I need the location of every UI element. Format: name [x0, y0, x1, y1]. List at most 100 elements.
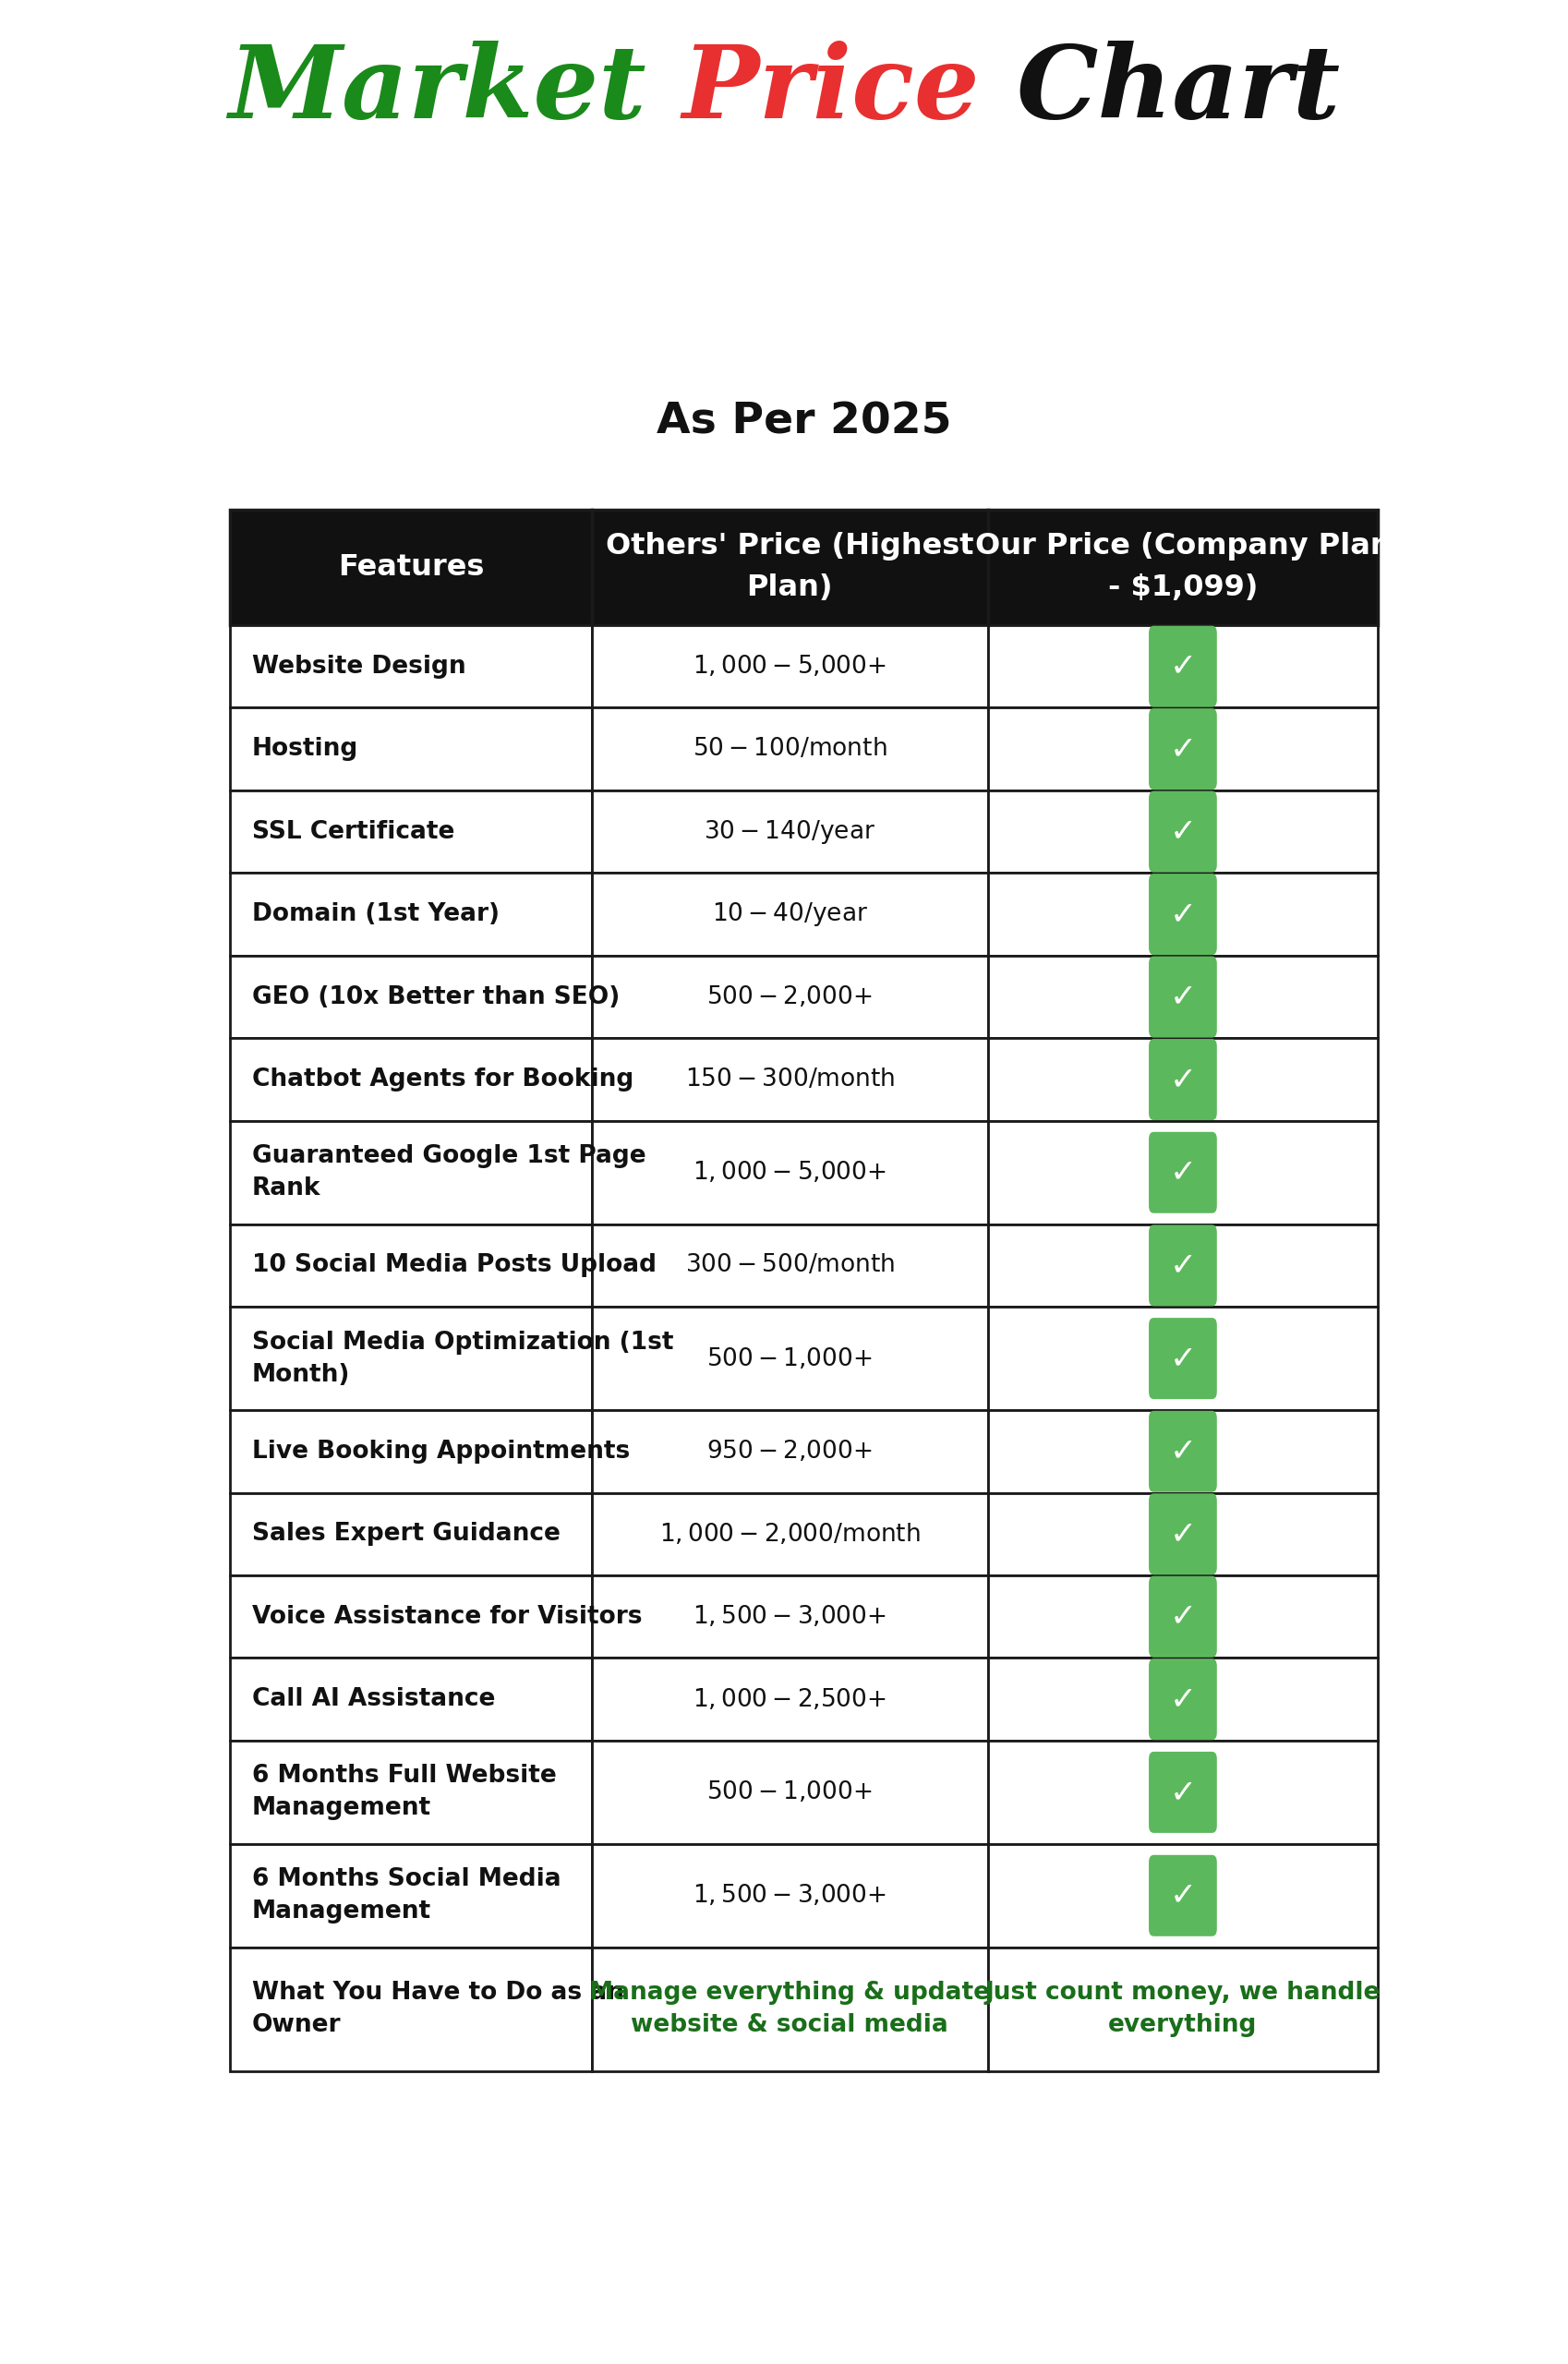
FancyBboxPatch shape [1148, 875, 1217, 955]
Text: ✓: ✓ [1168, 733, 1195, 764]
Text: $500 - $2,000+: $500 - $2,000+ [707, 983, 872, 1009]
FancyBboxPatch shape [230, 707, 591, 790]
Text: $1,500 - $3,000+: $1,500 - $3,000+ [693, 1884, 886, 1908]
Text: ✓: ✓ [1168, 1251, 1195, 1281]
FancyBboxPatch shape [1148, 1856, 1217, 1936]
Text: $950 - $2,000+: $950 - $2,000+ [707, 1440, 872, 1463]
Text: SSL Certificate: SSL Certificate [252, 820, 455, 844]
FancyBboxPatch shape [1148, 1660, 1217, 1740]
FancyBboxPatch shape [1148, 1752, 1217, 1832]
FancyBboxPatch shape [988, 1574, 1377, 1657]
Text: 10 Social Media Posts Upload: 10 Social Media Posts Upload [252, 1253, 655, 1277]
FancyBboxPatch shape [988, 955, 1377, 1038]
FancyBboxPatch shape [230, 624, 591, 707]
FancyBboxPatch shape [230, 1492, 591, 1574]
FancyBboxPatch shape [230, 1844, 591, 1948]
Text: $500 - $1,000+: $500 - $1,000+ [707, 1780, 872, 1804]
Text: ✓: ✓ [1168, 1064, 1195, 1095]
FancyBboxPatch shape [1148, 1317, 1217, 1399]
FancyBboxPatch shape [1148, 709, 1217, 790]
FancyBboxPatch shape [988, 508, 1377, 624]
Text: ✓: ✓ [1168, 1435, 1195, 1468]
FancyBboxPatch shape [591, 508, 988, 624]
Text: ✓: ✓ [1168, 981, 1195, 1012]
Text: $500 - $1,000+: $500 - $1,000+ [707, 1345, 872, 1371]
FancyBboxPatch shape [988, 1225, 1377, 1307]
FancyBboxPatch shape [591, 1409, 988, 1492]
FancyBboxPatch shape [230, 872, 591, 955]
Text: Sales Expert Guidance: Sales Expert Guidance [252, 1522, 560, 1546]
FancyBboxPatch shape [988, 624, 1377, 707]
Text: ✓: ✓ [1168, 1518, 1195, 1551]
Text: Voice Assistance for Visitors: Voice Assistance for Visitors [252, 1605, 641, 1629]
FancyBboxPatch shape [988, 1307, 1377, 1409]
FancyBboxPatch shape [1148, 1577, 1217, 1657]
FancyBboxPatch shape [1148, 626, 1217, 707]
Text: $1,000 - $5,000+: $1,000 - $5,000+ [693, 1161, 886, 1184]
FancyBboxPatch shape [230, 1038, 591, 1121]
FancyBboxPatch shape [591, 955, 988, 1038]
Text: Manage everything & update
website & social media: Manage everything & update website & soc… [590, 1981, 989, 2038]
Text: $1,000 - $2,000/month: $1,000 - $2,000/month [659, 1522, 920, 1546]
FancyBboxPatch shape [988, 707, 1377, 790]
FancyBboxPatch shape [591, 1844, 988, 1948]
Text: ✓: ✓ [1168, 1156, 1195, 1189]
FancyBboxPatch shape [988, 1121, 1377, 1225]
FancyBboxPatch shape [591, 624, 988, 707]
Text: Market: Market [229, 40, 682, 139]
Text: $50 - $100/month: $50 - $100/month [691, 738, 886, 761]
FancyBboxPatch shape [988, 1038, 1377, 1121]
Text: Chart: Chart [1016, 40, 1339, 139]
FancyBboxPatch shape [988, 1657, 1377, 1740]
FancyBboxPatch shape [591, 1225, 988, 1307]
FancyBboxPatch shape [230, 1740, 591, 1844]
Text: ✓: ✓ [1168, 1343, 1195, 1373]
Text: $30 - $140/year: $30 - $140/year [704, 818, 875, 846]
FancyBboxPatch shape [1148, 1225, 1217, 1307]
Text: ✓: ✓ [1168, 816, 1195, 846]
Text: Call AI Assistance: Call AI Assistance [252, 1688, 495, 1712]
Text: ✓: ✓ [1168, 1778, 1195, 1808]
FancyBboxPatch shape [591, 1740, 988, 1844]
FancyBboxPatch shape [591, 1948, 988, 2071]
FancyBboxPatch shape [591, 1492, 988, 1574]
FancyBboxPatch shape [988, 1948, 1377, 2071]
FancyBboxPatch shape [988, 1492, 1377, 1574]
FancyBboxPatch shape [230, 1225, 591, 1307]
Text: Our Price (Company Plan
- $1,099): Our Price (Company Plan - $1,099) [974, 532, 1391, 603]
FancyBboxPatch shape [988, 1740, 1377, 1844]
FancyBboxPatch shape [988, 1409, 1377, 1492]
FancyBboxPatch shape [230, 955, 591, 1038]
Text: Live Booking Appointments: Live Booking Appointments [252, 1440, 630, 1463]
FancyBboxPatch shape [988, 872, 1377, 955]
Text: $300 - $500/month: $300 - $500/month [684, 1253, 894, 1277]
FancyBboxPatch shape [230, 1409, 591, 1492]
Text: ✓: ✓ [1168, 1879, 1195, 1912]
FancyBboxPatch shape [230, 1574, 591, 1657]
FancyBboxPatch shape [230, 1121, 591, 1225]
Text: Features: Features [337, 553, 485, 582]
Text: $1,000 - $5,000+: $1,000 - $5,000+ [693, 655, 886, 678]
Text: Domain (1st Year): Domain (1st Year) [252, 903, 499, 927]
Text: $10 - $40/year: $10 - $40/year [712, 901, 867, 929]
Text: Guaranteed Google 1st Page
Rank: Guaranteed Google 1st Page Rank [252, 1144, 646, 1201]
Text: 6 Months Full Website
Management: 6 Months Full Website Management [252, 1764, 557, 1820]
FancyBboxPatch shape [230, 508, 591, 624]
Text: $150 - $300/month: $150 - $300/month [684, 1069, 894, 1092]
Text: ✓: ✓ [1168, 1683, 1195, 1714]
Text: ✓: ✓ [1168, 1600, 1195, 1634]
FancyBboxPatch shape [1148, 1411, 1217, 1492]
FancyBboxPatch shape [230, 790, 591, 872]
Text: $1,500 - $3,000+: $1,500 - $3,000+ [693, 1605, 886, 1629]
FancyBboxPatch shape [1148, 792, 1217, 872]
Text: $1,000 - $2,500+: $1,000 - $2,500+ [693, 1688, 886, 1712]
Text: Website Design: Website Design [252, 655, 466, 678]
Text: ✓: ✓ [1168, 898, 1195, 929]
FancyBboxPatch shape [988, 790, 1377, 872]
Text: Hosting: Hosting [252, 738, 358, 761]
FancyBboxPatch shape [591, 1121, 988, 1225]
FancyBboxPatch shape [1148, 1494, 1217, 1574]
Text: ✓: ✓ [1168, 650, 1195, 683]
FancyBboxPatch shape [591, 707, 988, 790]
FancyBboxPatch shape [591, 872, 988, 955]
